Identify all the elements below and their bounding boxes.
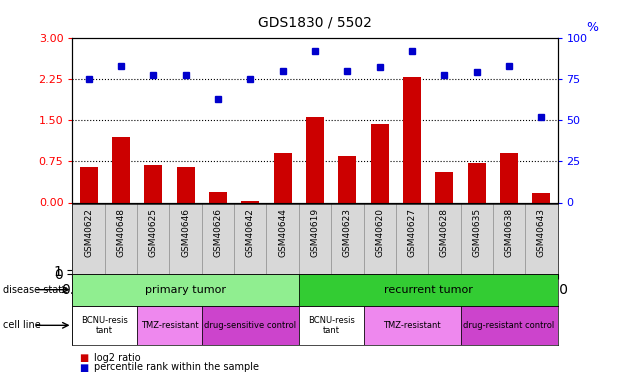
Text: ■: ■ — [79, 353, 88, 363]
Bar — [72, 274, 299, 306]
Text: GSM40620: GSM40620 — [375, 208, 384, 257]
Bar — [72, 306, 137, 345]
Text: GSM40635: GSM40635 — [472, 208, 481, 257]
Bar — [177, 167, 195, 202]
Text: GSM40643: GSM40643 — [537, 208, 546, 257]
Text: GSM40648: GSM40648 — [117, 208, 125, 257]
Text: GSM40626: GSM40626 — [214, 208, 222, 257]
Bar — [241, 201, 259, 202]
Text: log2 ratio: log2 ratio — [94, 353, 141, 363]
Bar — [435, 172, 453, 202]
Text: BCNU-resis
tant: BCNU-resis tant — [81, 316, 129, 335]
Bar — [364, 306, 461, 345]
Bar — [338, 156, 356, 203]
Text: disease state: disease state — [3, 285, 68, 295]
Bar — [112, 136, 130, 202]
Bar — [137, 306, 202, 345]
Bar — [500, 153, 518, 203]
Bar — [209, 192, 227, 202]
Bar — [202, 306, 299, 345]
Bar — [403, 77, 421, 203]
Text: GSM40646: GSM40646 — [181, 208, 190, 257]
Text: BCNU-resis
tant: BCNU-resis tant — [307, 316, 355, 335]
Bar — [144, 165, 162, 202]
Text: TMZ-resistant: TMZ-resistant — [383, 321, 441, 330]
Text: drug-resistant control: drug-resistant control — [464, 321, 554, 330]
Bar — [461, 306, 558, 345]
Bar — [468, 163, 486, 202]
Text: TMZ-resistant: TMZ-resistant — [140, 321, 198, 330]
Text: GSM40628: GSM40628 — [440, 208, 449, 257]
Text: GSM40625: GSM40625 — [149, 208, 158, 257]
Text: GSM40644: GSM40644 — [278, 208, 287, 257]
Bar — [299, 306, 364, 345]
Text: GSM40622: GSM40622 — [84, 208, 93, 257]
Bar — [80, 167, 98, 202]
Text: %: % — [587, 21, 598, 34]
Text: drug-sensitive control: drug-sensitive control — [204, 321, 296, 330]
Text: GSM40619: GSM40619 — [311, 208, 319, 257]
Bar — [306, 117, 324, 202]
Text: primary tumor: primary tumor — [145, 285, 226, 295]
Text: percentile rank within the sample: percentile rank within the sample — [94, 363, 260, 372]
Bar — [532, 193, 550, 202]
Text: GSM40642: GSM40642 — [246, 208, 255, 257]
Bar — [371, 124, 389, 202]
Bar — [274, 153, 292, 203]
Text: GSM40638: GSM40638 — [505, 208, 513, 257]
Text: cell line: cell line — [3, 320, 41, 330]
Text: GSM40623: GSM40623 — [343, 208, 352, 257]
Text: GDS1830 / 5502: GDS1830 / 5502 — [258, 16, 372, 30]
Text: recurrent tumor: recurrent tumor — [384, 285, 472, 295]
Text: ■: ■ — [79, 363, 88, 372]
Bar — [299, 274, 558, 306]
Text: GSM40627: GSM40627 — [408, 208, 416, 257]
